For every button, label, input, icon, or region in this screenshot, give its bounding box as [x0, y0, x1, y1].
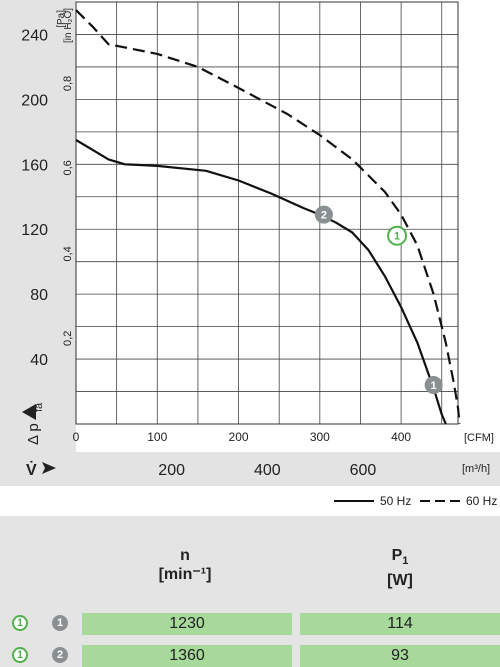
power-cell: 93	[300, 645, 500, 667]
speed-symbol: n	[180, 547, 190, 564]
power-subscript: 1	[402, 555, 409, 568]
pa-tick-label: 240	[21, 27, 48, 44]
cfm-tick-label: 100	[147, 430, 167, 444]
operating-point-marker	[314, 205, 333, 224]
pa-tick-label: 40	[30, 352, 48, 369]
operating-point-marker	[387, 225, 408, 246]
pa-tick-label: 200	[21, 92, 48, 109]
operating-point-label: 1	[394, 231, 400, 243]
cfm-tick-label: 400	[391, 430, 411, 444]
power-unit: [W]	[387, 572, 413, 590]
y-subscript-label: fa	[33, 402, 45, 412]
power-cell: 114	[300, 613, 500, 635]
cfm-tick-label: 200	[229, 430, 249, 444]
operating-point-label: 2	[321, 210, 327, 222]
x-axis-arrow-icon	[42, 462, 56, 474]
cfm-tick-label: 300	[310, 430, 330, 444]
inh2o-unit-label: [in H₂O]	[63, 8, 74, 43]
pa-tick-label: 120	[21, 222, 48, 239]
plot-border	[75, 1, 459, 425]
operating-point-label: 1	[431, 380, 437, 392]
series-line-60-hz	[75, 9, 461, 425]
pressure-axis-band	[0, 0, 76, 452]
operating-point-marker	[424, 376, 443, 395]
operating-points-table: n [min⁻¹] P1 [W] 1 1 1230 114 1 2 1360 9…	[0, 516, 500, 667]
open-marker-icon: 1	[12, 615, 28, 631]
cfm-tick-label: 0	[73, 430, 80, 444]
table-row: 1 1 1230 114	[0, 613, 500, 635]
x-symbol-label: V̇	[26, 461, 37, 479]
pa-unit-label: [Pa]	[56, 10, 67, 28]
y-symbol-label: Δ p	[25, 423, 42, 445]
m3h-tick-label: 400	[254, 462, 281, 479]
power-symbol: P	[391, 547, 403, 564]
y-axis-arrow-icon	[22, 404, 36, 420]
m3h-tick-label: 200	[158, 462, 185, 479]
speed-column-header: n [min⁻¹]	[100, 546, 270, 584]
inh2o-tick-label: 0,8	[62, 76, 74, 91]
plot-area	[76, 0, 458, 424]
speed-unit: [min⁻¹]	[158, 566, 212, 583]
m3h-tick-label: 600	[350, 462, 377, 479]
m3h-unit-label: [m³/h]	[462, 463, 490, 475]
power-column-header: P1 [W]	[300, 546, 500, 590]
filled-marker-icon: 1	[52, 615, 68, 631]
inh2o-tick-label: 0,6	[62, 160, 74, 175]
table-row: 1 2 1360 93	[0, 645, 500, 667]
filled-marker-icon: 2	[52, 647, 68, 663]
pa-tick-label: 80	[30, 287, 48, 304]
speed-cell: 1360	[82, 645, 292, 667]
inh2o-tick-label: 0,4	[62, 246, 74, 261]
flow-axis-band	[0, 452, 500, 486]
open-marker-icon: 1	[12, 647, 28, 663]
legend-label-60-hz: 60 Hz	[466, 494, 497, 508]
inh2o-tick-label: 0,2	[62, 331, 74, 346]
cfm-unit-label: [CFM]	[464, 432, 494, 444]
legend-label-50-hz: 50 Hz	[380, 494, 411, 508]
pa-tick-label: 160	[21, 157, 48, 174]
speed-cell: 1230	[82, 613, 292, 635]
